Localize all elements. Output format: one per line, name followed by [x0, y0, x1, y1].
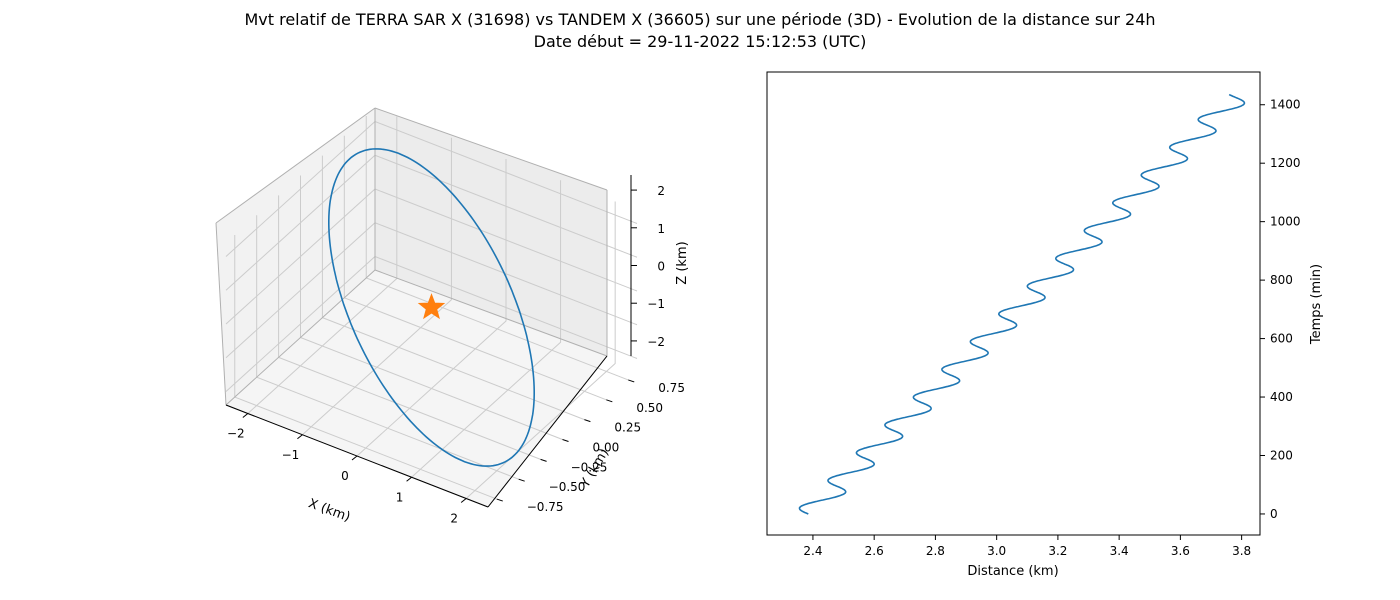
chart-3d-orbit: −2 −1 0 1 2 −0.75 −0.50 −0.25 0.00 0.25 0.50 0.75 −2…	[215, 107, 690, 526]
y-tick-3d	[628, 379, 635, 383]
y-tick-3d	[518, 478, 525, 482]
x-tick-label-3d: 1	[396, 490, 404, 504]
pane-edge	[374, 269, 608, 357]
chart-3d-ticks: −2 −1 0 1 2 −0.75 −0.50 −0.25 0.00 0.25 0.50 0.75 −2…	[227, 184, 685, 525]
pane-edge	[215, 107, 376, 224]
y-axis-ticks: 0 200 400 600 800 1000 1200 1400	[1260, 98, 1301, 521]
x-tick-3d	[351, 455, 358, 461]
y-tick-3d	[540, 458, 547, 462]
y-tick-label: 1400	[1270, 98, 1301, 112]
x-tick-3d	[460, 498, 467, 503]
plot-frame	[766, 71, 1261, 536]
grid-x	[356, 159, 507, 457]
pane-edge	[215, 222, 227, 406]
y-tick-label: 800	[1270, 273, 1293, 287]
y-tick-3d	[584, 419, 591, 423]
grid-x	[411, 180, 562, 478]
y-tick-label: 400	[1270, 390, 1293, 404]
x-tick-label: 3.2	[1048, 544, 1067, 558]
star-marker	[417, 293, 446, 320]
z-tick-label-3d: −2	[647, 335, 665, 349]
y-tick-label-3d: 0.00	[593, 441, 620, 455]
y-tick-label: 0	[1270, 507, 1278, 521]
chart-3d-series	[328, 148, 535, 467]
y-axis-line	[487, 355, 608, 508]
x-tick-label-3d: −2	[227, 427, 245, 441]
x-axis-ticks: 2.4 2.6 2.8 3.0 3.2 3.4 3.6 3.8	[803, 535, 1251, 558]
z-tick-label-3d: 0	[657, 260, 665, 274]
figure-subtitle: Date début = 29-11-2022 15:12:53 (UTC)	[533, 32, 867, 51]
x-tick-label: 3.0	[987, 544, 1006, 558]
x-axis-label-3d: X (km)	[306, 496, 352, 525]
x-tick-label-3d: 0	[341, 469, 349, 483]
orbit-line	[328, 148, 535, 467]
z-tick-label-3d: 1	[657, 222, 665, 236]
pane-edge	[374, 107, 608, 191]
z-axis-label-3d: Z (km)	[675, 241, 690, 284]
x-tick-label-3d: −1	[282, 448, 300, 462]
y-axis-label: Temps (min)	[1309, 264, 1324, 345]
x-tick-3d	[242, 413, 249, 418]
y-tick-label-3d: −0.25	[571, 460, 608, 474]
z-tick-label-3d: 2	[657, 184, 665, 198]
y-tick-3d	[496, 498, 503, 502]
y-tick-3d	[606, 399, 613, 403]
x-tick-label: 3.8	[1232, 544, 1251, 558]
x-axis-label: Distance (km)	[967, 564, 1058, 579]
figure-title: Mvt relatif de TERRA SAR X (31698) vs TA…	[244, 10, 1156, 29]
x-tick-label: 2.8	[926, 544, 945, 558]
x-tick-3d	[297, 434, 303, 440]
y-tick-label-3d: 0.25	[614, 421, 641, 435]
chart-3d-panes	[216, 108, 607, 507]
y-tick-label: 1000	[1270, 215, 1301, 229]
pane-edge	[225, 269, 376, 406]
x-tick-label: 3.6	[1171, 544, 1190, 558]
y-tick-label-3d: −0.50	[549, 480, 586, 494]
x-tick-3d	[406, 476, 412, 482]
z-tick-label-3d: −1	[647, 297, 665, 311]
y-tick-3d	[562, 439, 569, 442]
y-tick-label: 1200	[1270, 156, 1301, 170]
x-tick-label-3d: 2	[450, 512, 458, 526]
y-tick-label-3d: 0.75	[658, 381, 685, 395]
y-tick-label: 200	[1270, 448, 1293, 462]
x-tick-label: 2.4	[803, 544, 822, 558]
series-line	[798, 93, 1246, 515]
y-tick-label-3d: −0.75	[527, 500, 564, 514]
y-tick-label-3d: 0.50	[636, 401, 663, 415]
x-tick-label: 2.6	[865, 544, 884, 558]
y-tick-label: 600	[1270, 332, 1293, 346]
x-tick-label: 3.4	[1110, 544, 1129, 558]
